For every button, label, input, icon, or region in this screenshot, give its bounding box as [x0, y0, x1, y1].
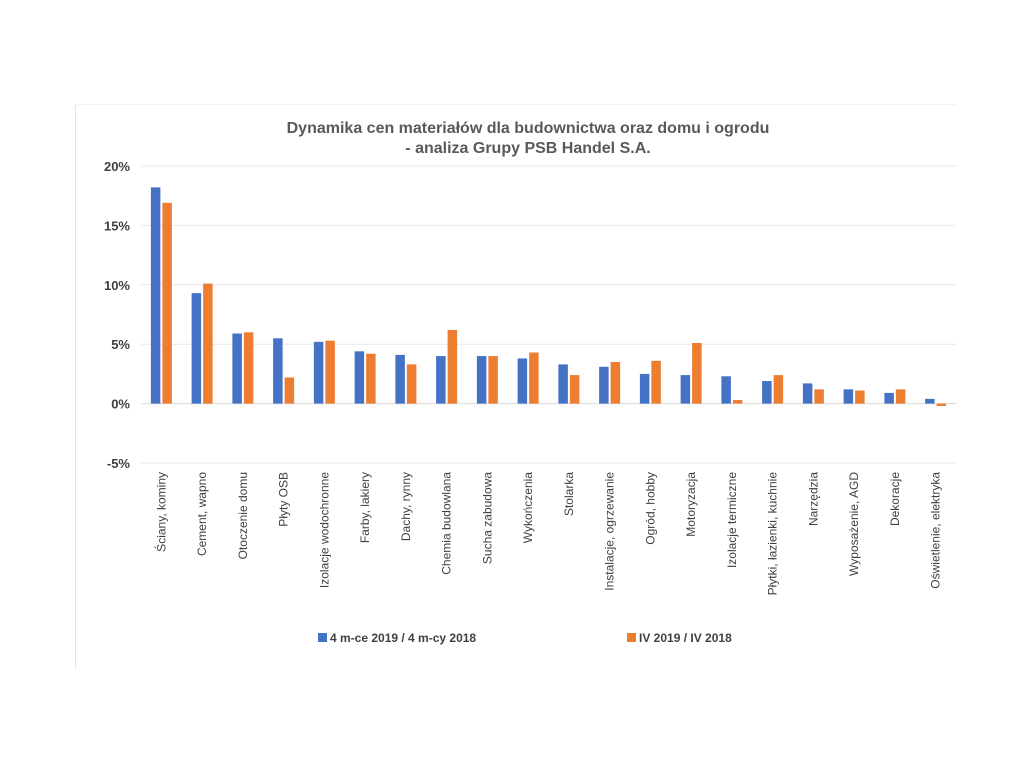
- bar-series-1: [395, 354, 405, 404]
- bar-series-2: [651, 360, 661, 404]
- bar-series-1: [639, 373, 650, 404]
- y-tick-label: 15%: [104, 218, 130, 233]
- bar-series-2: [325, 340, 335, 404]
- x-tick-label: Otoczenie domu: [236, 472, 250, 559]
- bar-series-2: [447, 329, 458, 404]
- legend: 4 m-ce 2019 / 4 m-cy 2018 IV 2019 / IV 20…: [318, 631, 732, 645]
- bar-series-1: [721, 376, 731, 404]
- bar-series-1: [843, 389, 854, 404]
- x-tick-label: Narzędzia: [806, 472, 820, 526]
- x-tick-label: Instalacje, ogrzewanie: [603, 472, 617, 591]
- x-tick-label: Płyty OSB: [277, 472, 291, 527]
- x-tick-label: Ogród, hobby: [643, 472, 657, 545]
- bar-series-2: [936, 403, 947, 406]
- x-tick-label: Farby, lakiery: [358, 472, 372, 543]
- bar-series-1: [558, 364, 568, 404]
- x-tick-label: Motoryzacja: [684, 472, 698, 537]
- legend-swatch: [318, 633, 327, 642]
- x-tick-label: Chemia budowlana: [440, 472, 454, 575]
- x-tick-label: Wyposażenie, AGD: [847, 472, 861, 576]
- x-tick-label: Izolacje termiczne: [725, 472, 739, 568]
- legend-label: IV 2019 / IV 2018: [639, 631, 732, 645]
- bar-series-2: [284, 377, 295, 404]
- bar-series-1: [762, 381, 772, 404]
- bar-series-1: [273, 338, 283, 404]
- bar-series-1: [517, 358, 528, 404]
- bar-series-2: [162, 202, 172, 404]
- x-tick-label: Cement, wapno: [195, 472, 209, 556]
- bar-series-1: [354, 351, 365, 404]
- chart-frame: Dynamika cen materiałów dla budownictwa …: [75, 104, 956, 669]
- bar-series-2: [243, 332, 254, 404]
- legend-label: 4 m-ce 2019 / 4 m-cy 2018: [330, 631, 476, 645]
- x-tick-label: Stolarka: [562, 472, 576, 516]
- bar-series-1: [925, 398, 935, 404]
- legend-swatch: [627, 633, 636, 642]
- y-tick-label: 10%: [104, 278, 130, 293]
- y-tick-label: 5%: [111, 337, 130, 352]
- gridlines: [141, 165, 956, 464]
- bar-series-2: [732, 400, 743, 404]
- bar-series-1: [436, 356, 446, 404]
- bar-series-1: [680, 375, 691, 404]
- bar-series-1: [884, 392, 894, 404]
- bar-series-1: [313, 341, 324, 404]
- bar-series-2: [529, 352, 539, 404]
- x-axis-labels: Ściany, kominy Cement, wapno Otoczenie dom…: [153, 472, 942, 596]
- bar-series-2: [814, 389, 824, 404]
- x-tick-label: Dachy, rynny: [399, 472, 413, 541]
- bar-series-1: [150, 187, 161, 404]
- bar-series-2: [895, 389, 906, 404]
- y-tick-label: 0%: [111, 397, 130, 412]
- x-tick-label: Izolacje wodochronne: [317, 472, 331, 588]
- bar-series-1: [191, 293, 202, 404]
- bar-series-2: [406, 364, 417, 404]
- bar-series-2: [203, 283, 213, 404]
- bar-series-2: [855, 390, 865, 404]
- bar-series-2: [692, 343, 702, 404]
- bar-series-2: [773, 375, 784, 404]
- bar-chart: Dynamika cen materiałów dla budownictwa …: [104, 120, 956, 645]
- bar-series-2: [366, 353, 376, 404]
- y-tick-label: -5%: [107, 456, 131, 471]
- y-tick-label: 20%: [104, 159, 130, 174]
- x-tick-label: Oświetlenie, elektryka: [929, 472, 943, 589]
- bar-series-2: [488, 356, 498, 404]
- bars: [150, 187, 947, 406]
- bar-series-1: [232, 333, 242, 404]
- x-tick-label: Ściany, kominy: [153, 472, 168, 552]
- bar-series-1: [476, 356, 487, 404]
- bar-series-1: [599, 366, 609, 404]
- y-axis-ticks: -5% 0% 5% 10% 15% 20%: [104, 159, 130, 471]
- x-tick-label: Sucha zabudowa: [480, 472, 494, 564]
- chart-title: Dynamika cen materiałów dla budownictwa …: [287, 120, 770, 137]
- bar-series-2: [610, 362, 621, 404]
- bar-series-1: [802, 383, 813, 404]
- x-tick-label: Wykończenia: [521, 472, 535, 544]
- bar-series-2: [569, 375, 580, 404]
- x-tick-label: Dekoracje: [888, 472, 902, 526]
- chart-subtitle: - analiza Grupy PSB Handel S.A.: [405, 140, 650, 157]
- x-tick-label: Płytki, łazienki, kuchnie: [766, 472, 780, 596]
